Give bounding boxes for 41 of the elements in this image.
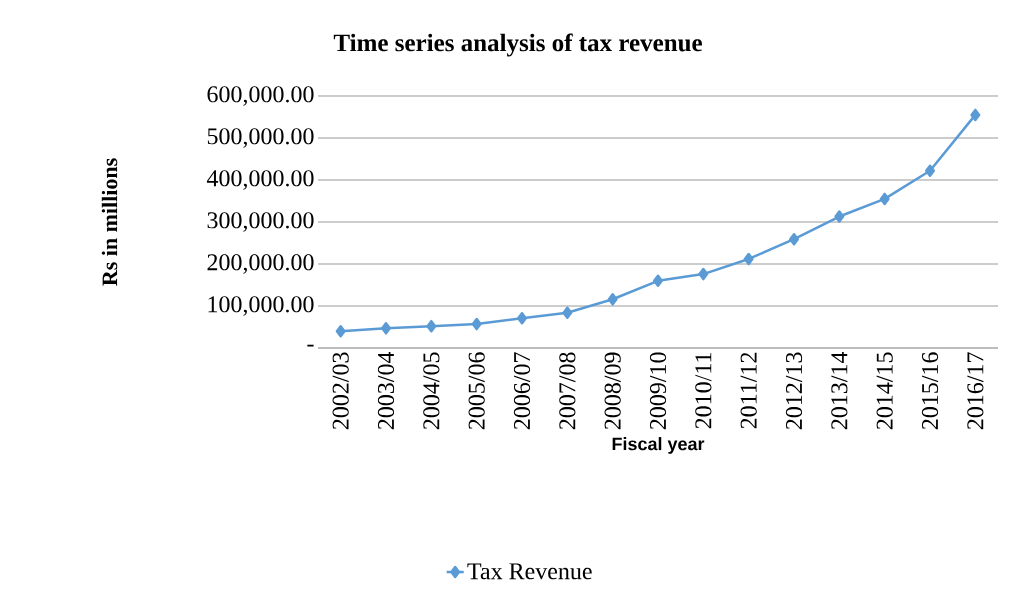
x-tick-label: 2004/05 <box>423 352 440 430</box>
point <box>789 232 800 246</box>
y-axis-title: Rs in millions <box>101 158 118 286</box>
point <box>426 319 437 333</box>
x-tick-label: 2014/15 <box>876 352 893 430</box>
x-tick-label: 2005/06 <box>468 352 485 430</box>
x-tick-label: 2002/03 <box>332 352 349 430</box>
point <box>879 192 890 206</box>
point <box>607 293 618 306</box>
x-tick-label: 2009/10 <box>649 352 667 430</box>
point <box>925 164 936 178</box>
point <box>471 317 482 331</box>
x-tick-label: 2015/16 <box>921 352 939 430</box>
x-tick-label: 2016/17 <box>967 352 984 430</box>
x-axis-title: Fiscal year <box>612 437 705 454</box>
point <box>970 108 981 122</box>
x-tick-label: 2011/12 <box>740 352 757 429</box>
point <box>834 210 845 223</box>
y-tick-label: 600,000.00 <box>207 86 314 106</box>
point <box>698 267 709 281</box>
point <box>562 306 573 319</box>
x-tick-label: 2003/04 <box>377 351 395 430</box>
y-tick-label: 200,000.00 <box>207 254 314 274</box>
point <box>653 274 663 288</box>
point <box>381 322 391 335</box>
legend-label: Tax Revenue <box>467 563 592 580</box>
x-tick-label: 2010/11 <box>695 352 712 429</box>
x-tick-label: 2007/08 <box>559 352 576 430</box>
y-tick-label: - <box>307 344 314 347</box>
point <box>517 311 527 325</box>
x-tick-label: 2006/07 <box>513 352 531 430</box>
x-tick-label: 2008/09 <box>604 352 621 430</box>
x-tick-label: 2013/14 <box>831 351 848 430</box>
y-tick-label: 400,000.00 <box>206 170 314 190</box>
y-tick-label: 300,000.00 <box>207 212 314 232</box>
y-tick-label: 500,000.00 <box>207 128 314 148</box>
point <box>743 252 754 266</box>
point <box>335 324 346 338</box>
x-tick-label: 2012/13 <box>785 352 803 430</box>
y-tick-label: 100,000.00 <box>208 296 314 316</box>
chart-title: Time series analysis of tax revenue <box>333 33 702 57</box>
